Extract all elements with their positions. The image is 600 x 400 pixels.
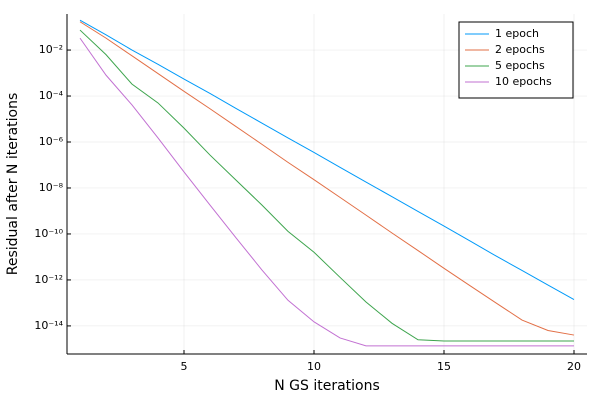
- series-line: [79, 21, 575, 336]
- y-tick-label: 10⁻¹⁴: [34, 319, 63, 332]
- series-line: [79, 37, 574, 347]
- x-tick-label: 5: [181, 360, 188, 373]
- legend-label: 2 epochs: [495, 43, 545, 56]
- legend-label: 1 epoch: [495, 27, 539, 40]
- legend-label: 5 epochs: [495, 59, 545, 72]
- series-line: [79, 29, 574, 342]
- x-tick-label: 10: [307, 360, 321, 373]
- x-axis-label: N GS iterations: [274, 378, 380, 394]
- y-tick-label: 10⁻⁶: [39, 135, 64, 148]
- y-tick-label: 10⁻¹²: [34, 273, 63, 286]
- x-tick-label: 20: [567, 360, 581, 373]
- y-tick-label: 10⁻⁴: [39, 89, 64, 102]
- y-axis-label: Residual after N iterations: [5, 93, 21, 276]
- y-tick-label: 10⁻⁸: [39, 181, 64, 194]
- y-tick-label: 10⁻¹⁰: [34, 227, 63, 240]
- x-tick-label: 15: [437, 360, 451, 373]
- y-tick-label: 10⁻²: [39, 43, 63, 56]
- legend-label: 10 epochs: [495, 75, 552, 88]
- legend-box: [458, 21, 574, 99]
- series-line: [79, 19, 575, 300]
